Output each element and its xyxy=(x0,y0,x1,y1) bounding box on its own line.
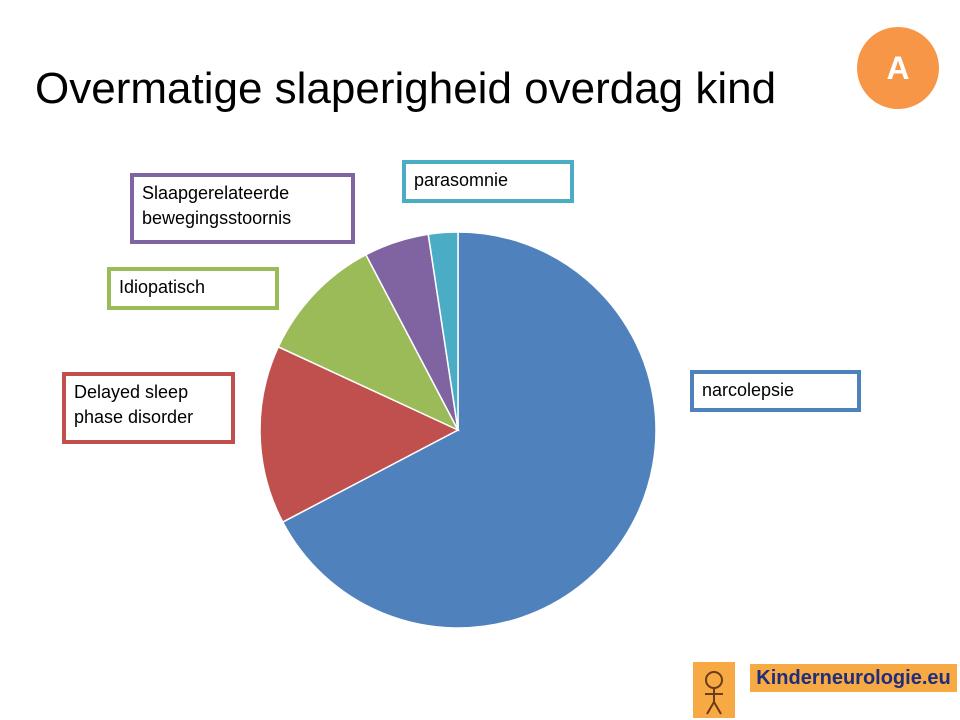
logo-icon xyxy=(693,662,735,718)
slice-label: narcolepsie xyxy=(690,370,861,412)
logo-text: Kinderneurologie.eu xyxy=(750,664,957,692)
slide-title: Overmatige slaperigheid overdag kind xyxy=(35,64,777,113)
pie-slice xyxy=(277,253,460,432)
pie-slice xyxy=(427,231,459,431)
slice-label: parasomnie xyxy=(402,160,574,203)
slice-label: Delayed sleep phase disorder xyxy=(62,372,235,444)
slice-label: Idiopatisch xyxy=(107,267,279,310)
slice-label: Slaapgerelateerde bewegingsstoornis xyxy=(130,173,355,244)
badge: A xyxy=(857,27,939,109)
logo-drawing xyxy=(705,671,723,715)
pie-slice xyxy=(259,345,460,524)
pie-slice xyxy=(281,231,657,629)
